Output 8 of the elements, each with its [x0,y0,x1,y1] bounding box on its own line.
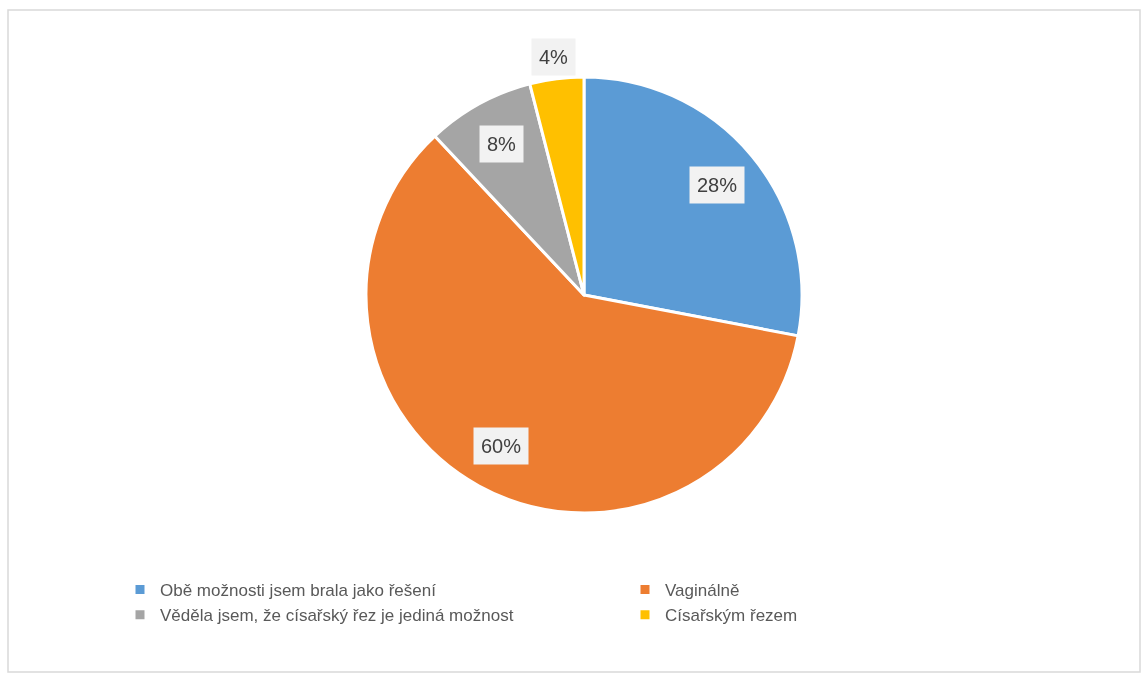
legend-label: Císařským řezem [665,606,798,626]
data-label: 8% [487,133,517,155]
data-label: 28% [697,174,738,196]
legend-label: Vaginálně [665,581,740,601]
legend-label: Věděla jsem, že císařský řez je jediná možnost [160,606,514,626]
data-label: 60% [481,435,522,457]
legend-label: Obě možnosti jsem brala jako řešení [160,581,437,601]
data-label: 4% [539,46,569,68]
